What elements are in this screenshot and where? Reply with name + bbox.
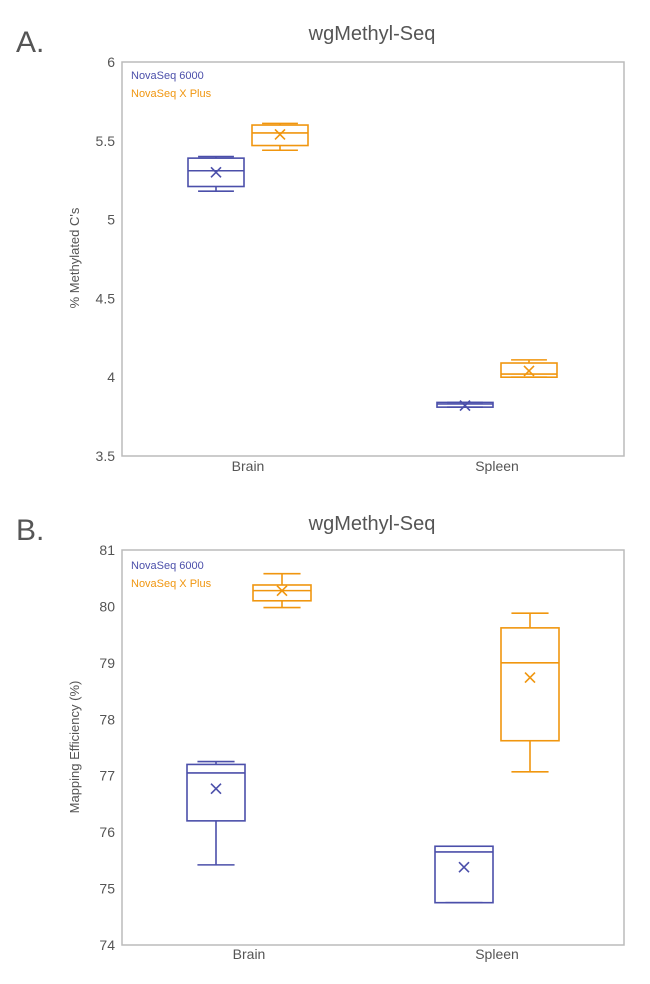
chart-panel-a: A. wgMethyl-Seq % Methylated C's 3.5 4 4.5… <box>16 23 625 474</box>
box-novaseq-x-plus-brain <box>252 572 312 609</box>
x-category-label: Spleen <box>475 458 519 474</box>
y-tick-label: 3.5 <box>96 448 116 464</box>
mean-marker <box>274 128 286 141</box>
y-ticks: 74 75 76 77 78 79 80 81 <box>99 542 115 953</box>
legend: NovaSeq 6000 NovaSeq X Plus <box>131 560 212 590</box>
y-tick-label: 75 <box>99 881 115 897</box>
panel-label: A. <box>16 26 44 59</box>
y-ticks: 3.5 4 4.5 5 5.5 6 <box>96 54 116 464</box>
boxes <box>187 122 558 412</box>
box-iqr <box>434 845 494 904</box>
legend-entry-novaseq-6000: NovaSeq 6000 <box>131 70 204 82</box>
mean-marker <box>459 400 471 412</box>
box-iqr <box>252 584 312 602</box>
box-novaseq-x-plus-spleen <box>500 612 560 773</box>
mean-marker <box>458 861 470 873</box>
box-novaseq-6000-spleen <box>434 845 494 904</box>
box-iqr <box>186 763 246 822</box>
y-tick-label: 5.5 <box>96 133 116 149</box>
x-category-label: Brain <box>233 946 266 962</box>
x-category-label: Brain <box>232 458 265 474</box>
y-tick-label: 5 <box>107 212 115 228</box>
box-novaseq-6000-spleen <box>436 400 494 412</box>
panel-label: B. <box>16 514 44 547</box>
box-iqr <box>187 157 245 188</box>
mean-marker <box>210 166 222 178</box>
boxes <box>186 572 560 904</box>
box-iqr <box>251 124 309 147</box>
x-category-label: Spleen <box>475 946 519 962</box>
y-tick-label: 80 <box>99 598 115 614</box>
mean-marker <box>276 585 288 597</box>
legend: NovaSeq 6000 NovaSeq X Plus <box>131 70 212 100</box>
legend-entry-novaseq-6000: NovaSeq 6000 <box>131 560 204 572</box>
box-novaseq-x-plus-spleen <box>500 359 558 379</box>
y-tick-label: 76 <box>99 824 115 840</box>
box-novaseq-x-plus-brain <box>251 122 309 152</box>
box-novaseq-6000-brain <box>187 155 245 193</box>
y-axis-label: Mapping Efficiency (%) <box>67 681 82 814</box>
y-tick-label: 79 <box>99 655 115 671</box>
y-tick-label: 4 <box>107 369 115 385</box>
box-novaseq-6000-brain <box>186 760 246 866</box>
y-tick-label: 78 <box>99 711 115 727</box>
mean-marker <box>523 365 535 377</box>
y-tick-label: 74 <box>99 937 115 953</box>
legend-entry-novaseq-x-plus: NovaSeq X Plus <box>131 578 212 590</box>
x-categories: Brain Spleen <box>233 946 519 962</box>
mean-marker <box>210 783 222 795</box>
y-tick-label: 6 <box>107 54 115 70</box>
box-iqr <box>500 627 560 742</box>
chart-panel-b: B. wgMethyl-Seq Mapping Efficiency (%) 7… <box>16 513 625 962</box>
chart-title: wgMethyl-Seq <box>308 513 436 535</box>
box-iqr <box>500 362 558 378</box>
y-axis-label: % Methylated C's <box>67 207 82 308</box>
x-categories: Brain Spleen <box>232 458 519 474</box>
y-tick-label: 81 <box>99 542 115 558</box>
legend-entry-novaseq-x-plus: NovaSeq X Plus <box>131 88 212 100</box>
y-tick-label: 77 <box>99 768 115 784</box>
mean-marker <box>524 671 536 684</box>
y-tick-label: 4.5 <box>96 290 116 306</box>
plot-area <box>121 61 625 457</box>
chart-title: wgMethyl-Seq <box>308 23 436 45</box>
plot-area <box>121 549 625 946</box>
